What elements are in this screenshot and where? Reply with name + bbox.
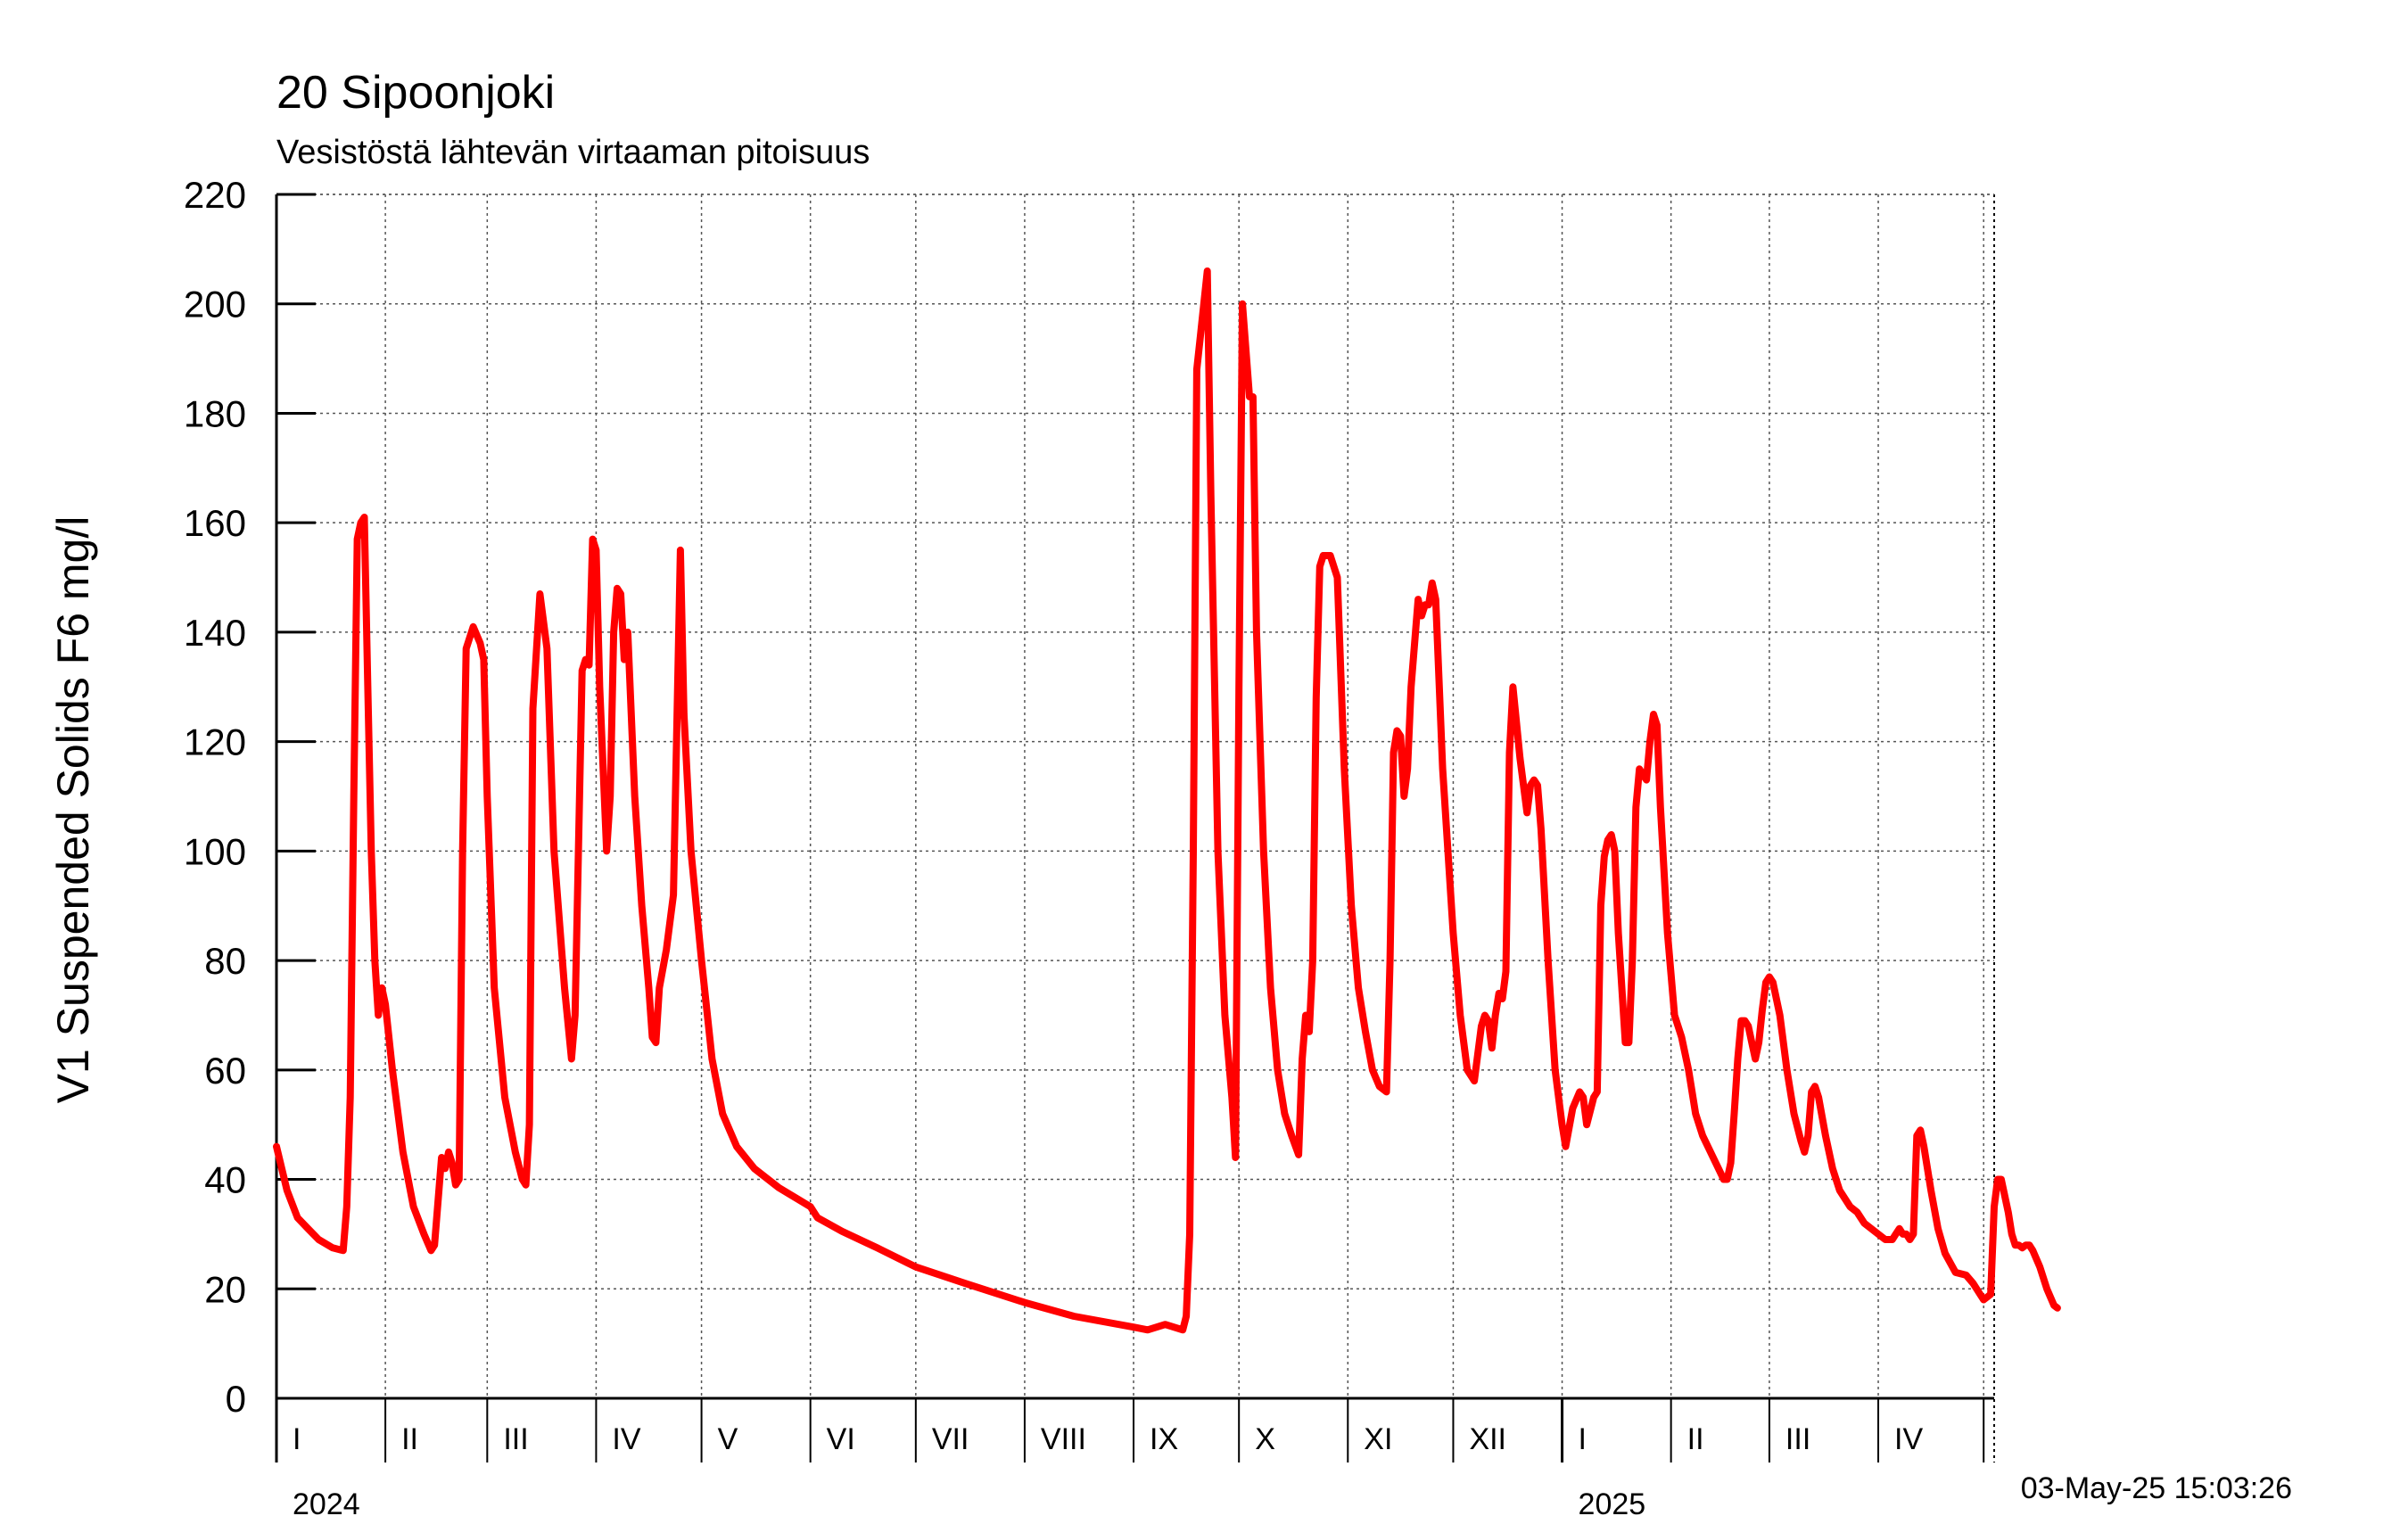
- series-line: [273, 267, 2061, 1334]
- month-label: VII: [932, 1422, 969, 1456]
- y-tick-label: 160: [184, 502, 246, 544]
- month-label: II: [401, 1422, 418, 1456]
- month-label: VI: [827, 1422, 855, 1456]
- timestamp: 03-May-25 15:03:26: [2020, 1471, 2292, 1505]
- y-tick-label: 140: [184, 612, 246, 654]
- chart-subtitle: Vesistöstä lähtevän virtaaman pitoisuus: [276, 134, 870, 171]
- month-label: VIII: [1041, 1422, 1086, 1456]
- month-label: XII: [1469, 1422, 1506, 1456]
- y-tick-label: 80: [204, 940, 246, 982]
- y-tick-label: 100: [184, 830, 246, 872]
- year-label: 2025: [1579, 1487, 1646, 1516]
- y-tick-label: 220: [184, 174, 246, 216]
- month-label: IV: [1894, 1422, 1923, 1456]
- y-tick-label: 40: [204, 1159, 246, 1201]
- month-label: IV: [612, 1422, 640, 1456]
- plot-area: [273, 267, 2061, 1334]
- month-label: I: [293, 1422, 301, 1456]
- y-axis-ticks: 0 20 40 60 80 100 120 140 160 180 200 220: [184, 174, 316, 1420]
- month-label: III: [1785, 1422, 1810, 1456]
- y-tick-label: 200: [184, 284, 246, 325]
- y-tick-label: 0: [226, 1378, 246, 1420]
- chart-title: 20 Sipoonjoki: [276, 67, 556, 119]
- month-label: I: [1579, 1422, 1587, 1456]
- y-tick-label: 180: [184, 392, 246, 434]
- month-label: II: [1687, 1422, 1704, 1456]
- y-tick-label: 60: [204, 1050, 246, 1092]
- y-tick-label: 120: [184, 721, 246, 763]
- month-label: XI: [1364, 1422, 1392, 1456]
- y-axis-label: V1 Suspended Solids F6 mg/l: [48, 515, 98, 1104]
- year-label: 2024: [293, 1487, 360, 1516]
- month-label: III: [503, 1422, 528, 1456]
- month-label: IX: [1150, 1422, 1178, 1456]
- y-tick-label: 20: [204, 1268, 246, 1310]
- month-label: V: [718, 1422, 738, 1456]
- month-label: X: [1255, 1422, 1275, 1456]
